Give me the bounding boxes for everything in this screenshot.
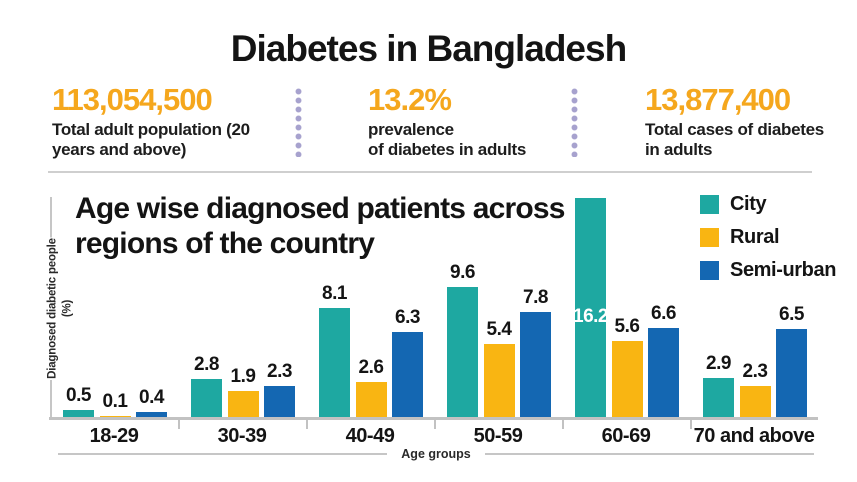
stat-value: 113,054,500 [52,82,213,117]
x-axis-rule-right [484,453,815,455]
bar-city-40-49 [319,307,350,417]
x-tick-label: 60-69 [601,425,651,447]
bar-chart: Diagnosed diabetic people (%) Age wise d… [45,185,838,470]
bar-value-label: 2.3 [267,360,292,382]
bar-value-label: 16.2 [573,306,608,328]
y-axis-label: Diagnosed diabetic people (%) [45,237,74,380]
bar-rural-40-49 [355,381,387,417]
x-tick-label: 70 and above [693,425,815,447]
bar-rural-70-and-above [739,385,771,417]
bar-semi-urban-40-49 [392,331,423,417]
x-tick-label: 50-59 [473,425,523,447]
x-axis-tick [434,419,436,429]
legend-label: Rural [730,226,780,248]
dotted-divider [571,87,578,157]
y-axis-line [50,380,52,417]
dotted-divider [295,87,302,157]
legend-swatch-icon [700,261,719,280]
page-title: Diabetes in Bangladesh [230,28,627,69]
bar-semi-urban-18-29 [136,411,167,417]
bar-city-30-39 [191,379,222,417]
legend-swatch-icon [700,195,719,214]
bar-value-label: 7.8 [523,286,548,308]
chart-title: Age wise diagnosed patients across regio… [75,192,565,260]
x-axis-tick [690,419,692,429]
bar-semi-urban-70-and-above [776,329,807,417]
bar-rural-18-29 [99,415,131,417]
legend-label: Semi-urban [730,259,837,281]
bar-semi-urban-60-69 [648,327,679,417]
bar-city-60-69 [575,198,606,417]
stat-value: 13,877,400 [645,82,791,117]
bar-rural-60-69 [611,341,643,417]
bar-value-label: 6.5 [779,304,804,326]
bar-rural-30-39 [227,391,259,417]
bar-value-label: 2.3 [742,360,768,382]
bar-value-label: 5.6 [614,316,640,338]
bar-value-label: 9.6 [450,262,475,284]
bar-value-label: 0.4 [139,386,164,408]
x-axis-tick [178,419,180,429]
x-tick-label: 18-29 [89,425,139,447]
stat-label: prevalence of diabetes in adults [368,120,527,159]
bar-value-label: 2.8 [194,354,219,376]
bar-city-18-29 [63,410,94,417]
bar-value-label: 5.4 [486,319,512,341]
legend-item-rural: Rural [700,226,836,249]
y-axis-line [50,197,52,239]
bar-value-label: 0.5 [66,385,91,407]
legend-item-city: City [700,193,836,216]
bar-value-label: 2.9 [706,352,731,374]
stat-total-population: 113,054,500 Total adult population (20 y… [52,84,304,160]
bar-value-label: 8.1 [322,282,347,304]
x-tick-label: 40-49 [345,425,395,447]
x-axis-tick [562,419,564,429]
stat-prevalence: 13.2% prevalence of diabetes in adults [368,84,598,160]
bar-value-label: 2.6 [358,356,384,378]
bar-value-label: 6.6 [651,302,676,324]
stat-total-cases: 13,877,400 Total cases of diabetes in ad… [645,84,857,160]
bar-rural-50-59 [483,344,515,417]
bar-value-label: 6.3 [395,306,420,328]
stat-label: Total adult population (20 years and abo… [52,120,250,159]
x-tick-label: 30-39 [217,425,267,447]
x-axis-tick [306,419,308,429]
legend-swatch-icon [700,228,719,247]
stat-label: Total cases of diabetes in adults [645,120,824,159]
header-divider-line [48,171,812,173]
legend-item-semi-urban: Semi-urban [700,259,836,282]
x-axis-title: Age groups [401,447,471,461]
bar-value-label: 1.9 [230,366,256,388]
stat-value: 13.2% [368,82,452,117]
bar-semi-urban-50-59 [520,311,551,417]
bar-value-label: 0.1 [102,390,128,412]
bar-city-50-59 [447,287,478,417]
legend-label: City [730,193,767,215]
bar-city-70-and-above [703,377,734,417]
x-axis-line [49,417,818,420]
bar-semi-urban-30-39 [264,385,295,417]
chart-legend: City Rural Semi-urban [700,193,836,292]
x-axis-caption: Age groups [58,447,815,461]
x-axis-rule-left [58,453,388,455]
